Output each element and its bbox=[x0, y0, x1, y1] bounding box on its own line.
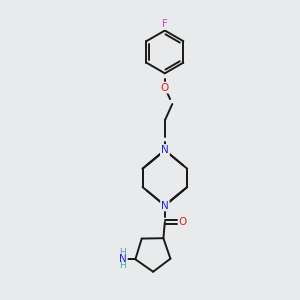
Text: H: H bbox=[119, 248, 126, 257]
Text: O: O bbox=[178, 217, 187, 227]
Text: N: N bbox=[161, 200, 169, 211]
Text: F: F bbox=[162, 19, 168, 29]
Text: N: N bbox=[119, 254, 127, 264]
Text: O: O bbox=[161, 82, 169, 93]
Text: N: N bbox=[161, 145, 169, 155]
Text: N: N bbox=[161, 145, 169, 155]
Text: H: H bbox=[119, 261, 126, 270]
